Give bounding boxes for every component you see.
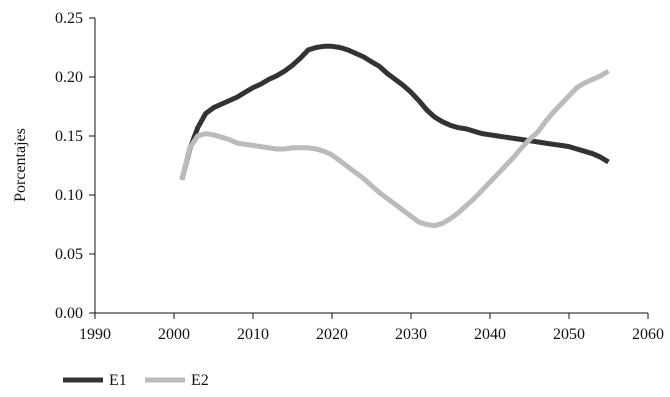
y-tick-label: 0.05 [55,246,83,263]
x-tick-label: 1990 [79,326,111,343]
x-tick-label: 2000 [158,326,190,343]
series-line-e2 [179,68,610,229]
y-tick-label: 0.20 [55,69,83,86]
y-tick-label: 0.15 [55,128,83,145]
x-tick-labels: 1990 2000 2010 2020 2030 2040 2050 2060 [79,326,664,343]
legend: E1 E2 [63,372,209,389]
x-tick-label: 2020 [316,326,348,343]
axes [89,17,649,319]
legend-label-e1: E1 [109,372,127,389]
series-lines [179,43,610,229]
y-tick-label: 0.00 [55,305,83,322]
legend-label-e2: E2 [191,372,209,389]
y-axis-title: Porcentajes [12,128,29,202]
y-tick-label: 0.25 [55,10,83,27]
x-tick-label: 2030 [395,326,427,343]
y-tick-label: 0.10 [55,187,83,204]
x-tick-label: 2050 [553,326,585,343]
x-tick-label: 2010 [237,326,269,343]
series-line-e1 [179,43,610,181]
x-tick-label: 2040 [474,326,506,343]
y-tick-labels: 0.00 0.05 0.10 0.15 0.20 0.25 [55,10,83,322]
x-tick-label: 2060 [632,326,664,343]
